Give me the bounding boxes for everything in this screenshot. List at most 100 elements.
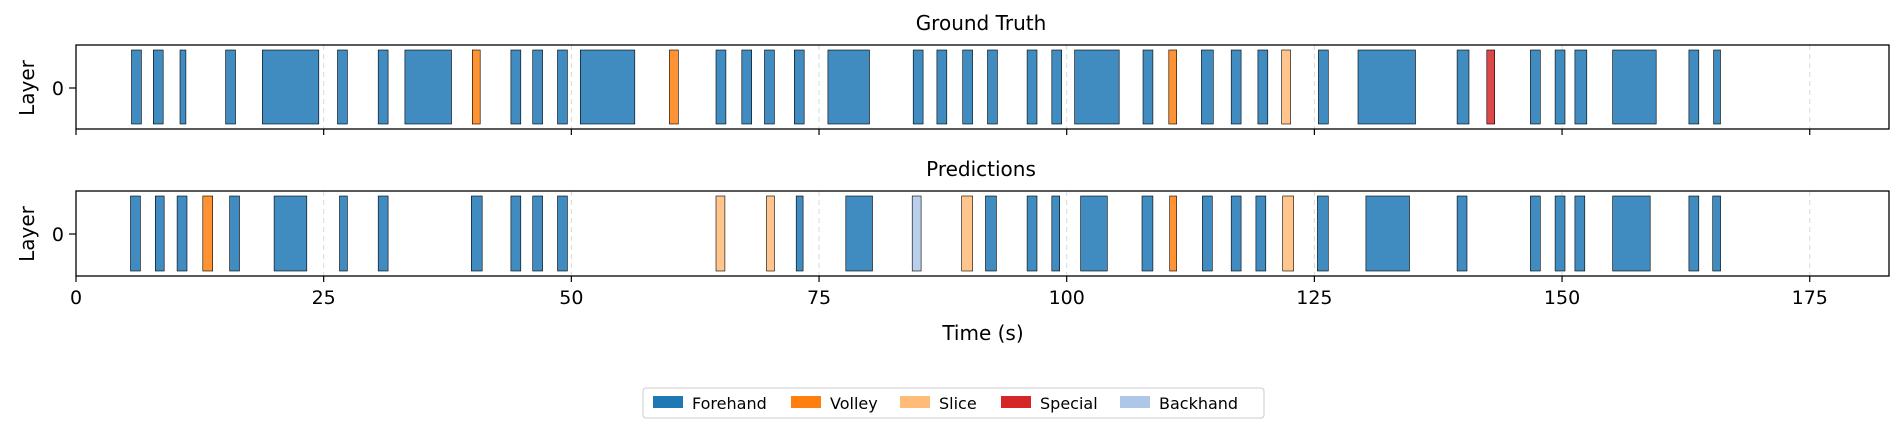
ground-truth-ytick-label: 0 bbox=[52, 78, 64, 100]
ground-truth-ylabel: Layer bbox=[15, 59, 39, 116]
segment-forehand-29 bbox=[1365, 195, 1410, 272]
segment-forehand-9 bbox=[510, 49, 522, 125]
segment-forehand-26 bbox=[1255, 195, 1267, 272]
segment-forehand-14 bbox=[715, 49, 727, 125]
segment-forehand-26 bbox=[1142, 49, 1154, 125]
legend-label-slice: Slice bbox=[939, 394, 977, 413]
segment-forehand-36 bbox=[1530, 49, 1541, 125]
xtick-label-175: 175 bbox=[1792, 287, 1828, 309]
segment-forehand-25 bbox=[1074, 49, 1120, 125]
segment-backhand-16 bbox=[911, 195, 922, 272]
segment-forehand-2 bbox=[176, 195, 188, 272]
segment-forehand-19 bbox=[1026, 195, 1038, 272]
segment-forehand-24 bbox=[1202, 195, 1213, 272]
segment-forehand-12 bbox=[579, 49, 636, 125]
legend-entries: Forehand Volley Slice Special Backhand bbox=[653, 394, 1238, 413]
xtick-label-125: 125 bbox=[1296, 287, 1332, 309]
predictions-title: Predictions bbox=[926, 157, 1036, 181]
segment-forehand-15 bbox=[845, 195, 873, 272]
segment-forehand-0 bbox=[130, 195, 141, 272]
segment-forehand-7 bbox=[377, 195, 389, 272]
segment-forehand-2 bbox=[179, 49, 187, 125]
legend-label-forehand: Forehand bbox=[692, 394, 767, 413]
segment-forehand-31 bbox=[1530, 195, 1541, 272]
segment-forehand-36 bbox=[1712, 195, 1721, 272]
segment-forehand-41 bbox=[1713, 49, 1721, 125]
xtick-label-100: 100 bbox=[1049, 287, 1085, 309]
segment-forehand-1 bbox=[153, 49, 164, 125]
segment-forehand-33 bbox=[1574, 195, 1586, 272]
legend-swatch-forehand bbox=[653, 396, 683, 408]
predictions-xticks: 0 25 50 75 100 125 150 175 bbox=[70, 276, 1828, 309]
legend: Forehand Volley Slice Special Backhand bbox=[642, 387, 1265, 419]
segment-forehand-7 bbox=[404, 49, 452, 125]
ground-truth-axes-frame bbox=[75, 44, 1890, 130]
segment-forehand-32 bbox=[1318, 49, 1329, 125]
segment-slice-27 bbox=[1282, 195, 1294, 272]
predictions-ylabel: Layer bbox=[15, 205, 39, 262]
legend-swatch-volley bbox=[791, 396, 821, 408]
xtick-label-75: 75 bbox=[807, 287, 831, 309]
segment-forehand-19 bbox=[912, 49, 924, 125]
segment-forehand-22 bbox=[1141, 195, 1154, 272]
segment-forehand-28 bbox=[1317, 195, 1329, 272]
segment-forehand-32 bbox=[1554, 195, 1566, 272]
segment-forehand-29 bbox=[1230, 49, 1242, 125]
segment-forehand-38 bbox=[1574, 49, 1588, 125]
segment-forehand-37 bbox=[1554, 49, 1566, 125]
x-axis-label: Time (s) bbox=[941, 321, 1023, 345]
segment-forehand-18 bbox=[827, 49, 870, 125]
segment-forehand-4 bbox=[229, 195, 240, 272]
ground-truth-title: Ground Truth bbox=[916, 11, 1047, 35]
segment-volley-23 bbox=[1169, 195, 1177, 272]
segment-forehand-33 bbox=[1357, 49, 1416, 125]
segment-forehand-3 bbox=[225, 49, 236, 125]
segment-volley-13 bbox=[669, 49, 679, 125]
segment-slice-12 bbox=[715, 195, 726, 272]
segment-forehand-25 bbox=[1230, 195, 1242, 272]
legend-swatch-special bbox=[1001, 396, 1031, 408]
segment-forehand-30 bbox=[1456, 195, 1468, 272]
segment-forehand-17 bbox=[793, 49, 805, 125]
segment-volley-8 bbox=[471, 49, 481, 125]
segment-forehand-10 bbox=[532, 49, 543, 125]
xtick-label-150: 150 bbox=[1544, 287, 1580, 309]
ground-truth-segments bbox=[131, 49, 1721, 125]
segment-forehand-4 bbox=[261, 49, 320, 125]
segment-forehand-24 bbox=[1051, 49, 1063, 125]
legend-label-volley: Volley bbox=[830, 394, 878, 413]
segment-forehand-14 bbox=[795, 195, 804, 272]
segment-forehand-30 bbox=[1257, 49, 1269, 125]
legend-frame bbox=[642, 387, 1265, 419]
segment-forehand-35 bbox=[1688, 195, 1700, 272]
predictions-panel: Predictions Layer 0 0 25 50 75 100 125 150 175 … bbox=[15, 157, 1890, 345]
xtick-label-0: 0 bbox=[70, 287, 82, 309]
segment-slice-13 bbox=[766, 195, 775, 272]
segment-forehand-34 bbox=[1612, 195, 1651, 272]
segment-forehand-22 bbox=[987, 49, 998, 125]
segment-forehand-20 bbox=[1051, 195, 1061, 272]
segment-forehand-18 bbox=[985, 195, 997, 272]
segment-slice-31 bbox=[1281, 49, 1291, 125]
predictions-segments bbox=[130, 195, 1721, 272]
segment-forehand-6 bbox=[339, 195, 348, 272]
segment-forehand-9 bbox=[510, 195, 522, 272]
ground-truth-xticks bbox=[75, 129, 1811, 135]
segment-forehand-28 bbox=[1201, 49, 1214, 125]
segment-forehand-15 bbox=[741, 49, 752, 125]
segment-forehand-21 bbox=[1080, 195, 1108, 272]
segment-forehand-1 bbox=[155, 195, 165, 272]
segment-volley-27 bbox=[1168, 49, 1178, 125]
segment-special-35 bbox=[1486, 49, 1496, 125]
segment-forehand-20 bbox=[936, 49, 948, 125]
segment-forehand-34 bbox=[1456, 49, 1470, 125]
segment-slice-17 bbox=[961, 195, 973, 272]
predictions-ytick-label: 0 bbox=[52, 224, 64, 246]
xtick-label-50: 50 bbox=[559, 287, 583, 309]
legend-label-backhand: Backhand bbox=[1159, 394, 1238, 413]
segment-forehand-21 bbox=[962, 49, 973, 125]
legend-swatch-slice bbox=[900, 396, 930, 408]
segment-forehand-40 bbox=[1688, 49, 1700, 125]
segment-forehand-5 bbox=[337, 49, 348, 125]
